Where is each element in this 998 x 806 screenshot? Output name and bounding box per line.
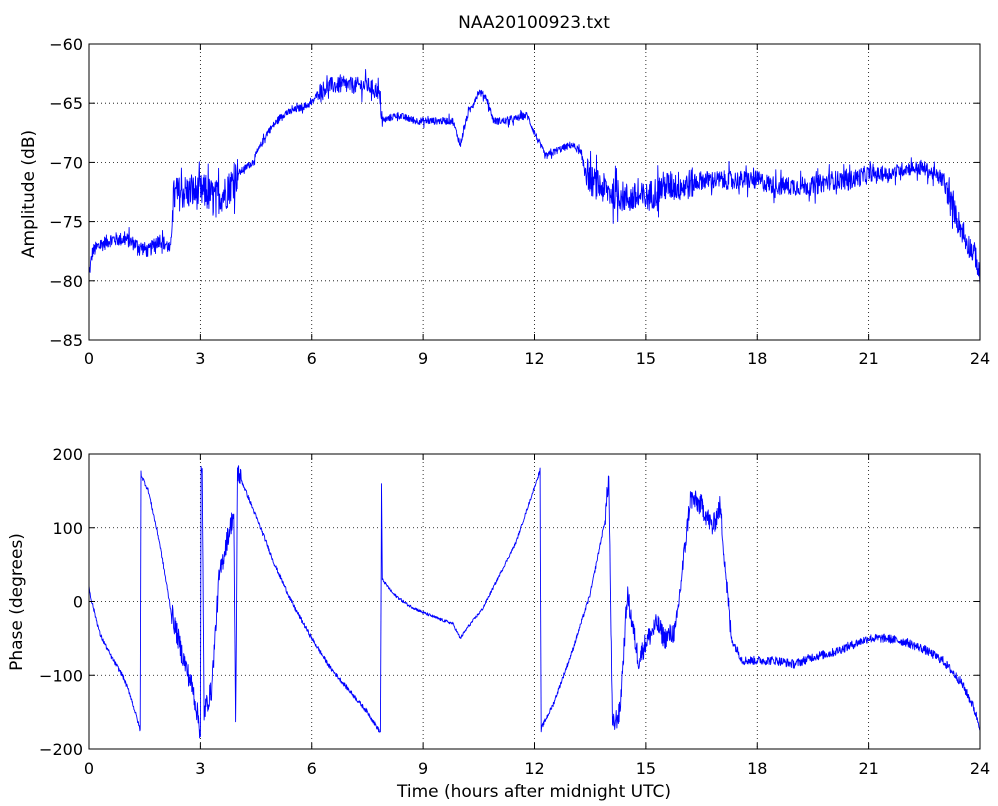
amplitude-series bbox=[88, 68, 981, 286]
phase-ticks: 0 3 6 9 12 15 18 21 24 −200 −100 0 100 200 bbox=[39, 445, 990, 778]
phase-grid bbox=[89, 454, 980, 749]
y-tick-label: −65 bbox=[49, 94, 83, 113]
x-tick-label: 21 bbox=[858, 759, 878, 778]
x-tick-label: 9 bbox=[418, 349, 428, 368]
y-tick-label: −70 bbox=[49, 153, 83, 172]
y-tick-label: −80 bbox=[49, 272, 83, 291]
phase-y-axis-label: Phase (degrees) bbox=[7, 533, 27, 671]
x-tick-label: 15 bbox=[636, 349, 656, 368]
x-tick-label: 3 bbox=[195, 349, 205, 368]
y-tick-label: −60 bbox=[49, 35, 83, 54]
phase-line bbox=[88, 465, 981, 739]
y-tick-label: 200 bbox=[52, 445, 83, 464]
x-tick-label: 24 bbox=[970, 759, 990, 778]
amplitude-ticks: 0 3 6 9 12 15 18 21 24 −85 −80 −75 −70 −65 −60 bbox=[49, 35, 990, 368]
phase-series bbox=[88, 465, 981, 739]
y-tick-label: −100 bbox=[39, 666, 83, 685]
x-tick-label: 9 bbox=[418, 759, 428, 778]
x-tick-label: 3 bbox=[195, 759, 205, 778]
x-tick-label: 6 bbox=[307, 759, 317, 778]
x-tick-label: 0 bbox=[84, 759, 94, 778]
x-tick-label: 18 bbox=[747, 759, 767, 778]
x-tick-label: 15 bbox=[636, 759, 656, 778]
y-tick-label: −75 bbox=[49, 213, 83, 232]
x-tick-label: 21 bbox=[858, 349, 878, 368]
x-tick-label: 0 bbox=[84, 349, 94, 368]
y-tick-label: 0 bbox=[73, 593, 83, 612]
y-tick-label: −200 bbox=[39, 740, 83, 759]
x-tick-label: 12 bbox=[524, 349, 544, 368]
amplitude-y-axis-label: Amplitude (dB) bbox=[19, 130, 39, 258]
amplitude-line bbox=[88, 68, 981, 286]
y-tick-label: −85 bbox=[49, 331, 83, 350]
amplitude-panel: 0 3 6 9 12 15 18 21 24 −85 −80 −75 −70 −65 −60 NAA2010… bbox=[19, 13, 990, 368]
x-tick-label: 24 bbox=[970, 349, 990, 368]
time-x-axis-label: Time (hours after midnight UTC) bbox=[396, 782, 671, 802]
phase-panel: 0 3 6 9 12 15 18 21 24 −200 −100 0 100 200 Time (hour… bbox=[7, 445, 990, 802]
x-tick-label: 6 bbox=[307, 349, 317, 368]
x-tick-label: 12 bbox=[524, 759, 544, 778]
chart-title: NAA20100923.txt bbox=[458, 13, 610, 33]
y-tick-label: 100 bbox=[52, 519, 83, 538]
x-tick-label: 18 bbox=[747, 349, 767, 368]
